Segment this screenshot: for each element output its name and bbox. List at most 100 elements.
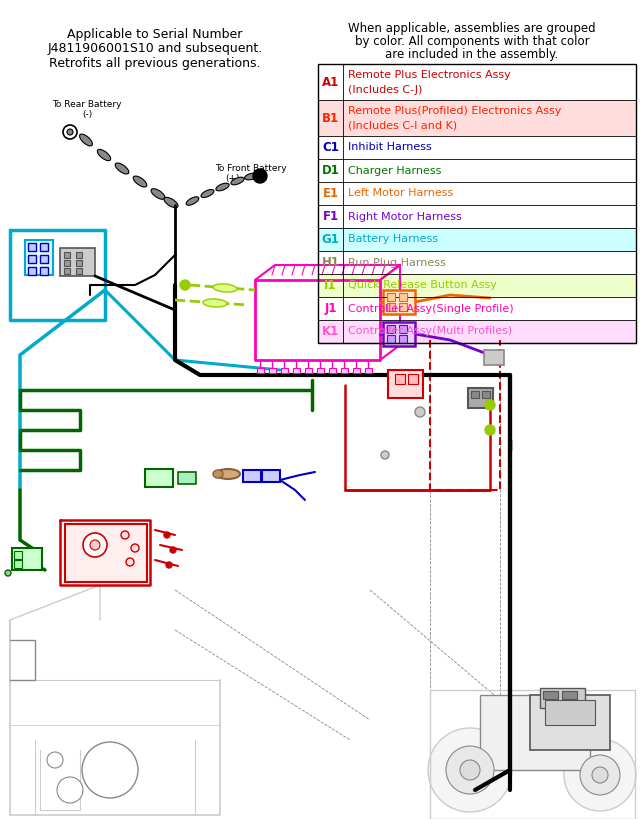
Bar bbox=[25, 240, 53, 275]
Circle shape bbox=[415, 407, 425, 417]
Bar bbox=[383, 322, 415, 346]
Bar bbox=[317, 368, 324, 373]
Ellipse shape bbox=[216, 469, 240, 479]
Ellipse shape bbox=[186, 197, 199, 206]
Bar bbox=[318, 159, 636, 182]
Bar bbox=[545, 700, 595, 725]
Bar bbox=[562, 691, 577, 699]
Bar bbox=[387, 303, 395, 311]
Text: To Front Battery: To Front Battery bbox=[215, 164, 287, 173]
Bar bbox=[305, 368, 312, 373]
Bar bbox=[388, 370, 423, 398]
Text: (Includes C-J): (Includes C-J) bbox=[348, 85, 422, 95]
Ellipse shape bbox=[213, 284, 237, 292]
Circle shape bbox=[180, 280, 190, 290]
Bar bbox=[64, 268, 70, 274]
Bar bbox=[530, 695, 610, 750]
Text: Right Motor Harness: Right Motor Harness bbox=[348, 211, 462, 221]
Bar bbox=[471, 391, 479, 398]
Text: When applicable, assemblies are grouped: When applicable, assemblies are grouped bbox=[349, 22, 596, 35]
Bar bbox=[399, 335, 407, 343]
Bar bbox=[543, 691, 558, 699]
Bar bbox=[540, 688, 585, 708]
Ellipse shape bbox=[216, 183, 229, 191]
Ellipse shape bbox=[231, 177, 244, 185]
Bar bbox=[40, 267, 48, 275]
Text: Inhibit Harness: Inhibit Harness bbox=[348, 143, 431, 152]
Bar bbox=[329, 368, 336, 373]
Bar bbox=[395, 374, 405, 384]
Bar bbox=[243, 470, 261, 482]
Bar bbox=[14, 560, 22, 568]
Text: J1: J1 bbox=[324, 302, 337, 315]
Bar bbox=[387, 335, 395, 343]
Circle shape bbox=[253, 169, 267, 183]
Circle shape bbox=[446, 746, 494, 794]
Bar bbox=[353, 368, 360, 373]
Bar bbox=[28, 267, 36, 275]
Ellipse shape bbox=[97, 149, 111, 161]
Text: To Rear Battery: To Rear Battery bbox=[52, 100, 122, 109]
Bar bbox=[281, 368, 288, 373]
Bar bbox=[293, 368, 300, 373]
Text: (Includes C-I and K): (Includes C-I and K) bbox=[348, 121, 457, 131]
Circle shape bbox=[381, 451, 389, 459]
Bar bbox=[76, 268, 82, 274]
Text: are included in the assembly.: are included in the assembly. bbox=[385, 48, 559, 61]
Text: Retrofits all previous generations.: Retrofits all previous generations. bbox=[50, 57, 261, 70]
Bar bbox=[60, 248, 95, 276]
Bar bbox=[318, 297, 636, 320]
Bar bbox=[318, 182, 636, 205]
Bar bbox=[269, 368, 276, 373]
Circle shape bbox=[82, 742, 138, 798]
Text: Remote Plus Electronics Assy: Remote Plus Electronics Assy bbox=[348, 70, 511, 79]
Text: A1: A1 bbox=[322, 75, 339, 88]
Bar bbox=[318, 100, 636, 136]
Bar bbox=[76, 260, 82, 266]
Bar bbox=[28, 243, 36, 251]
Bar bbox=[262, 470, 280, 482]
Bar bbox=[318, 64, 636, 343]
Circle shape bbox=[166, 562, 172, 568]
Circle shape bbox=[90, 540, 100, 550]
Text: E1: E1 bbox=[322, 187, 339, 200]
Circle shape bbox=[63, 125, 77, 139]
Bar bbox=[365, 368, 372, 373]
Circle shape bbox=[485, 425, 495, 435]
Circle shape bbox=[592, 767, 608, 783]
Text: Controller Assy(Single Profile): Controller Assy(Single Profile) bbox=[348, 304, 514, 314]
Bar bbox=[28, 255, 36, 263]
Bar bbox=[40, 243, 48, 251]
Ellipse shape bbox=[164, 197, 178, 208]
Text: (-): (-) bbox=[82, 110, 92, 119]
Bar bbox=[318, 274, 636, 297]
Ellipse shape bbox=[133, 176, 147, 187]
Ellipse shape bbox=[244, 173, 258, 180]
Ellipse shape bbox=[80, 134, 93, 146]
Bar bbox=[318, 64, 636, 100]
Bar bbox=[40, 255, 48, 263]
Ellipse shape bbox=[203, 299, 227, 307]
Bar bbox=[341, 368, 348, 373]
Text: D1: D1 bbox=[322, 164, 340, 177]
Text: K1: K1 bbox=[322, 325, 339, 338]
Circle shape bbox=[164, 532, 170, 538]
Text: Remote Plus(Profiled) Electronics Assy: Remote Plus(Profiled) Electronics Assy bbox=[348, 106, 561, 115]
Text: Run Plug Harness: Run Plug Harness bbox=[348, 257, 446, 268]
Bar bbox=[64, 260, 70, 266]
Bar bbox=[76, 252, 82, 258]
Text: Battery Harness: Battery Harness bbox=[348, 234, 438, 245]
Ellipse shape bbox=[201, 189, 214, 197]
Bar bbox=[318, 251, 636, 274]
Bar bbox=[399, 293, 407, 301]
Text: B1: B1 bbox=[322, 111, 339, 124]
Text: by color. All components with that color: by color. All components with that color bbox=[355, 35, 590, 48]
Circle shape bbox=[83, 533, 107, 557]
Text: F1: F1 bbox=[322, 210, 339, 223]
Circle shape bbox=[126, 558, 134, 566]
Bar bbox=[387, 293, 395, 301]
Ellipse shape bbox=[115, 163, 129, 174]
Text: Controller Assy(Multi Profiles): Controller Assy(Multi Profiles) bbox=[348, 327, 512, 337]
Circle shape bbox=[47, 752, 63, 768]
Bar bbox=[178, 472, 196, 484]
